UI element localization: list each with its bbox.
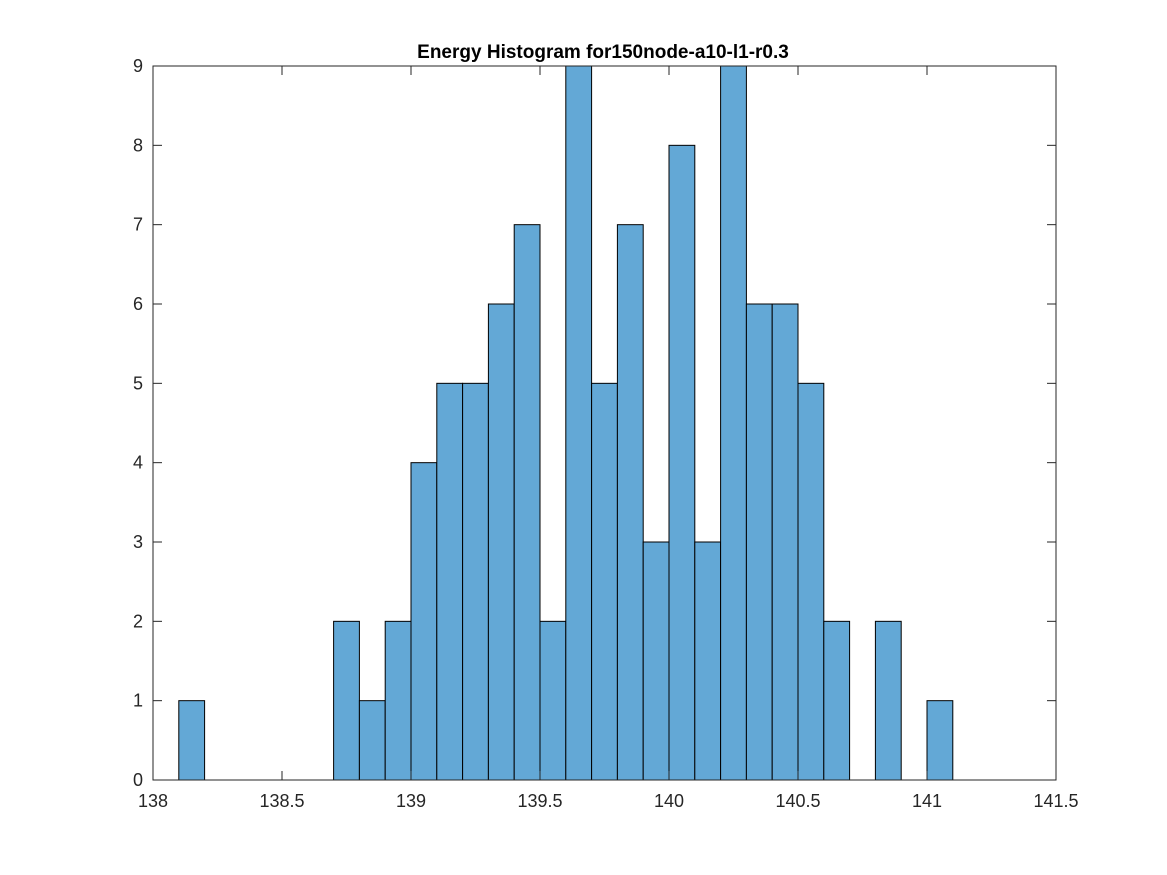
y-tick-label: 3 xyxy=(133,532,143,552)
chart-title: Energy Histogram for150node-a10-l1-r0.3 xyxy=(417,42,789,63)
histogram-bar xyxy=(591,382,618,781)
y-tick-label: 1 xyxy=(133,691,143,711)
histogram-bar xyxy=(384,620,412,781)
histogram-bar xyxy=(771,303,799,781)
histogram-bar xyxy=(487,303,515,781)
histogram-bar xyxy=(797,382,825,781)
histogram-bar xyxy=(565,65,593,781)
histogram-bar xyxy=(745,303,773,781)
y-tick-label: 5 xyxy=(133,373,143,393)
y-tick-label: 7 xyxy=(133,215,143,235)
histogram-bar xyxy=(178,700,206,781)
y-axis-ticks: 0 1 2 3 4 5 6 7 8 9 xyxy=(133,56,1056,790)
x-tick-label: 138 xyxy=(138,791,168,811)
y-tick-label: 8 xyxy=(133,135,143,155)
histogram-bar xyxy=(720,65,747,781)
histogram-bar xyxy=(616,224,644,781)
histogram-bar xyxy=(694,541,722,781)
y-tick-label: 4 xyxy=(133,453,143,473)
y-tick-label: 0 xyxy=(133,770,143,790)
histogram-bar xyxy=(668,144,696,781)
x-tick-label: 139.5 xyxy=(517,791,562,811)
y-tick-label: 9 xyxy=(133,56,143,76)
histogram-bar xyxy=(436,382,464,781)
x-tick-label: 140 xyxy=(654,791,684,811)
plot-area-frame xyxy=(152,65,1057,781)
histogram-bar xyxy=(539,620,567,781)
histogram-bar xyxy=(926,700,954,781)
x-tick-label: 141 xyxy=(912,791,942,811)
histogram-bar xyxy=(358,700,386,781)
histogram-bar xyxy=(333,620,360,781)
x-axis-ticks: 138 138.5 139 139.5 140 140.5 141 141.5 xyxy=(138,66,1079,811)
histogram-bars xyxy=(178,65,954,781)
histogram-bar xyxy=(513,224,541,781)
histogram-bar xyxy=(874,620,902,781)
histogram-bar xyxy=(462,382,489,781)
x-tick-label: 140.5 xyxy=(775,791,820,811)
histogram-bar xyxy=(642,541,670,781)
x-tick-label: 141.5 xyxy=(1033,791,1078,811)
histogram-bar xyxy=(410,462,438,781)
y-tick-label: 2 xyxy=(133,611,143,631)
histogram-bar xyxy=(823,620,851,781)
x-tick-label: 138.5 xyxy=(259,791,304,811)
y-tick-label: 6 xyxy=(133,294,143,314)
x-tick-label: 139 xyxy=(396,791,426,811)
